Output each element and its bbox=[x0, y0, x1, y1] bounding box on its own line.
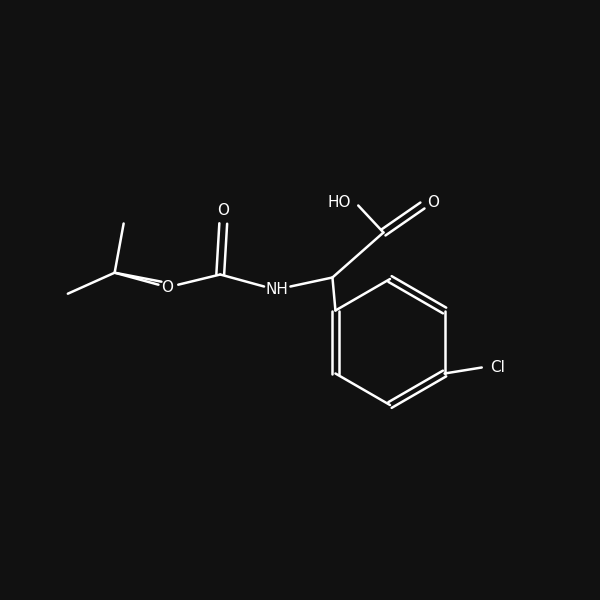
Text: O: O bbox=[161, 280, 173, 295]
Text: O: O bbox=[427, 195, 439, 210]
Text: NH: NH bbox=[266, 282, 289, 297]
Text: Cl: Cl bbox=[490, 360, 505, 375]
Text: HO: HO bbox=[327, 195, 351, 210]
Text: O: O bbox=[217, 203, 229, 218]
